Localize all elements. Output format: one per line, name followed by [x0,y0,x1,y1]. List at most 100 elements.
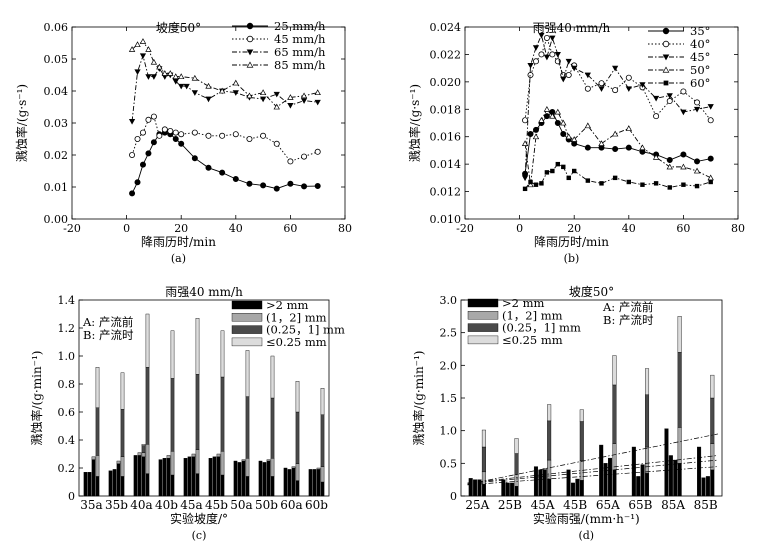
y-tick-label: 1.0 [440,425,458,438]
data-point [246,180,253,187]
bar-segment [677,352,682,428]
series-3 [521,105,714,188]
y-tick-label: 0.00 [44,213,69,226]
y-tick-label: 0.06 [44,21,69,34]
data-point [527,63,534,69]
category-label: 25B [498,498,522,512]
data-point [145,150,152,157]
bar-segment [112,469,117,497]
x-tick-label: 80 [731,222,745,235]
data-point [625,144,632,151]
series-1 [129,113,321,165]
data-point [707,174,714,181]
data-point [538,32,545,39]
bar-segment [566,469,571,497]
data-point [543,113,550,120]
chart-d: 0 0.5 1.0 1.5 2.0 2.5 3.0 25A 25B 45A 45B 65A 65B 85A… [411,284,723,542]
data-point [543,34,550,41]
bar-segment [468,478,473,497]
y-tick-label: 0.016 [430,131,462,144]
bar-segment [91,456,96,460]
data-point [161,70,169,76]
data-point [273,91,280,98]
x-axis-label: 实验坡度/° [170,511,228,526]
data-point [681,182,686,187]
series-line [524,36,712,121]
data-point [172,129,179,136]
bar-segment [631,446,636,497]
legend-marker [663,80,669,86]
category-label: 65A [596,498,620,512]
bar-segment [308,469,313,497]
plot-frame [464,26,739,220]
legend-swatch [467,298,499,308]
legend-label: 85 mm/h [274,58,326,72]
chart-a: -20 0 20 40 60 80 0.00 0.01 0.02 0.03 0.04 0.05 0.06… [14,19,352,265]
bar-segment [481,484,486,497]
data-point [301,183,308,190]
data-point [560,119,567,126]
bar-segment [95,367,100,409]
legend-swatch [467,311,499,320]
bar-segment [579,480,584,497]
data-point [218,87,226,94]
data-point [585,178,591,183]
data-point [167,127,174,134]
data-point [273,103,280,110]
data-point [191,90,198,96]
series-line [131,115,318,162]
data-point [666,93,673,99]
series-0 [129,129,321,197]
bar-segment [183,458,188,497]
category-label: 45b [205,498,228,512]
data-point [300,92,308,99]
bar-segment [216,453,221,457]
bar-segment [262,462,267,497]
panel-label: (c) [192,529,207,542]
legend-swatch [467,335,499,345]
bar-segment [237,462,242,497]
bar-segment [514,486,519,497]
bar-segment [195,449,200,474]
category-label: 50b [255,498,278,512]
data-point [521,175,529,182]
y-tick-label: 0.01 [44,181,69,194]
data-point [301,153,308,160]
data-point [565,58,572,65]
bar-segment [645,394,650,448]
bar-segment [220,376,225,452]
bar-segment [295,480,300,497]
y-tick-label: 0.6 [58,406,76,419]
data-point [314,99,321,106]
bar-segment [195,374,200,451]
series-line [524,108,711,185]
bar-segment [166,458,171,497]
y-tick-label: 0.04 [44,85,69,98]
bar-segment [141,445,146,453]
category-label: 25A [465,498,489,512]
data-point [246,135,253,142]
bar-segment [677,427,682,464]
data-point [666,98,673,105]
category-label: 40a [130,498,152,512]
bar-segment [137,455,142,497]
bar-segment [162,458,167,497]
bar-segment [91,459,96,497]
data-point [653,113,660,120]
data-point [666,157,673,164]
bar-segment [547,478,552,497]
legend-label: (0.25，1] mm [266,323,345,337]
trend-line [467,433,719,485]
data-point [161,126,168,133]
bar-segment [158,459,163,497]
bar-segment [170,451,175,476]
bar-segment [664,428,669,497]
bar-segment [645,446,650,474]
data-point [584,144,591,151]
y-tick-label: 1.4 [58,294,76,307]
data-point [232,79,239,86]
data-point [521,140,529,147]
data-point [150,58,158,65]
bar-segment [191,456,196,497]
data-point [260,132,267,139]
